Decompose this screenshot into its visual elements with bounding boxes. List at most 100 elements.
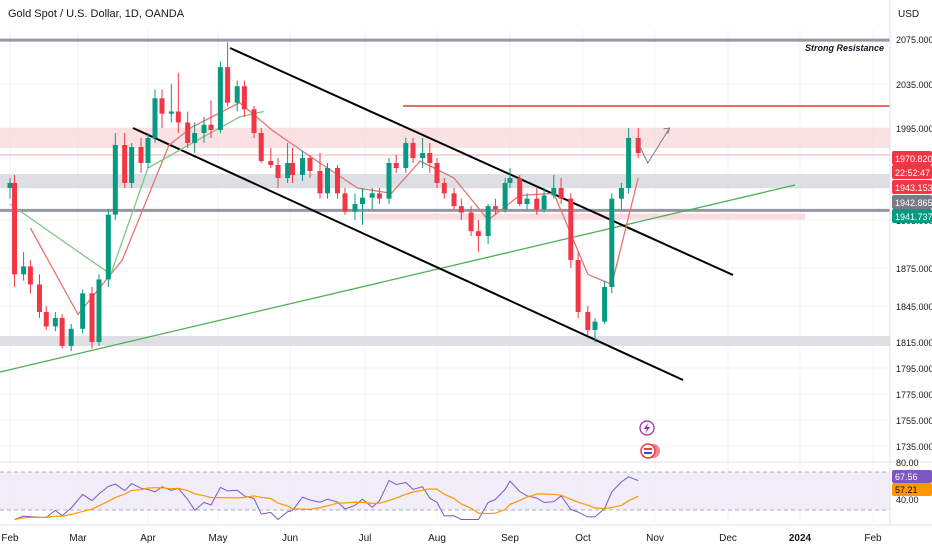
candle-29[interactable]: [241, 80, 247, 117]
candle-42[interactable]: [352, 193, 358, 220]
candle-body-66: [551, 188, 557, 196]
candle-22[interactable]: [185, 111, 191, 149]
candle-58[interactable]: [485, 204, 491, 244]
candle-31[interactable]: [258, 128, 264, 163]
candle-20[interactable]: [168, 84, 174, 123]
candle-69[interactable]: [575, 252, 581, 318]
candle-18[interactable]: [152, 89, 158, 144]
candle-19[interactable]: [159, 89, 165, 129]
candle-47[interactable]: [393, 155, 399, 173]
candle-16[interactable]: [138, 138, 144, 173]
candle-body-3: [27, 266, 33, 285]
candle-3[interactable]: [27, 260, 33, 294]
candle-61[interactable]: [507, 168, 513, 188]
candle-53[interactable]: [441, 178, 447, 199]
candle-71[interactable]: [592, 318, 598, 342]
candle-4[interactable]: [36, 274, 42, 318]
rsi-line: [14, 476, 639, 521]
candle-12[interactable]: [105, 209, 111, 287]
candle-40[interactable]: [335, 165, 340, 199]
rsi-badge-bg-1: [892, 483, 932, 496]
candle-21[interactable]: [175, 72, 181, 133]
rsi-tick-0: 80.00: [896, 458, 919, 468]
candle-body-2: [21, 266, 27, 275]
candle-32[interactable]: [268, 148, 274, 168]
candle-35[interactable]: [290, 148, 295, 183]
zone-3: [0, 336, 890, 346]
candle-54[interactable]: [451, 188, 457, 210]
candle-60[interactable]: [502, 178, 508, 213]
candle-43[interactable]: [360, 188, 365, 225]
candle-28[interactable]: [234, 80, 240, 112]
candle-0[interactable]: [7, 178, 13, 199]
candle-39[interactable]: [325, 163, 330, 199]
x-tick-11: 2024: [789, 533, 812, 544]
candle-63[interactable]: [524, 193, 530, 210]
candle-50[interactable]: [420, 138, 426, 168]
candle-body-17: [145, 138, 151, 163]
ma-long-line: [9, 110, 264, 276]
candle-15[interactable]: [129, 143, 135, 188]
candle-30[interactable]: [251, 106, 257, 138]
candle-body-18: [152, 98, 158, 138]
candle-57[interactable]: [475, 220, 481, 252]
candle-body-28: [234, 86, 240, 103]
price-badge-bg-1: [892, 165, 932, 179]
candle-9[interactable]: [80, 289, 86, 334]
candle-10[interactable]: [89, 287, 95, 349]
candle-75[interactable]: [626, 128, 632, 194]
candle-33[interactable]: [275, 158, 281, 188]
candle-23[interactable]: [192, 122, 198, 154]
candle-62[interactable]: [517, 175, 523, 207]
candle-13[interactable]: [112, 133, 118, 220]
candle-51[interactable]: [427, 143, 433, 173]
candle-70[interactable]: [585, 306, 591, 336]
candle-11[interactable]: [96, 274, 102, 346]
y-tick-2075: 2075.000: [896, 35, 932, 45]
candles-layer[interactable]: [7, 42, 641, 352]
price-badge-bg-4: [892, 209, 932, 223]
candle-52[interactable]: [434, 158, 440, 188]
candle-38[interactable]: [317, 153, 323, 199]
candle-14[interactable]: [122, 133, 128, 188]
candle-56[interactable]: [468, 206, 474, 236]
candle-body-51: [427, 153, 433, 163]
price-badge-bg-3: [892, 195, 932, 209]
candle-73[interactable]: [609, 193, 615, 294]
candle-46[interactable]: [386, 158, 392, 204]
candle-41[interactable]: [342, 188, 348, 215]
candle-24[interactable]: [201, 117, 207, 143]
candle-36[interactable]: [300, 151, 305, 181]
candle-59[interactable]: [492, 198, 498, 215]
candle-body-32: [268, 161, 274, 165]
candle-27[interactable]: [225, 42, 231, 106]
candle-45[interactable]: [376, 188, 382, 204]
candle-65[interactable]: [541, 188, 547, 213]
candle-6[interactable]: [52, 312, 58, 332]
candle-17[interactable]: [145, 133, 151, 168]
candle-25[interactable]: [208, 100, 214, 139]
candle-37[interactable]: [307, 155, 313, 178]
candle-64[interactable]: [534, 188, 540, 215]
candle-72[interactable]: [602, 280, 608, 324]
candle-55[interactable]: [458, 198, 464, 220]
candle-body-10: [89, 293, 95, 342]
candle-44[interactable]: [369, 188, 375, 210]
candle-34[interactable]: [285, 143, 291, 183]
candle-49[interactable]: [410, 138, 416, 163]
candle-7[interactable]: [59, 314, 65, 349]
candle-66[interactable]: [551, 175, 557, 199]
candle-5[interactable]: [43, 306, 49, 330]
candle-26[interactable]: [217, 61, 223, 134]
candle-1[interactable]: [12, 175, 18, 287]
candle-body-49: [410, 143, 416, 158]
candle-2[interactable]: [21, 252, 27, 281]
candle-68[interactable]: [568, 193, 574, 268]
candle-48[interactable]: [403, 138, 409, 173]
candle-body-39: [325, 168, 330, 194]
candle-74[interactable]: [618, 183, 624, 210]
candle-8[interactable]: [68, 324, 74, 352]
candle-67[interactable]: [558, 178, 564, 204]
candle-body-54: [451, 193, 457, 207]
us-flag-icon[interactable]: [640, 443, 656, 459]
